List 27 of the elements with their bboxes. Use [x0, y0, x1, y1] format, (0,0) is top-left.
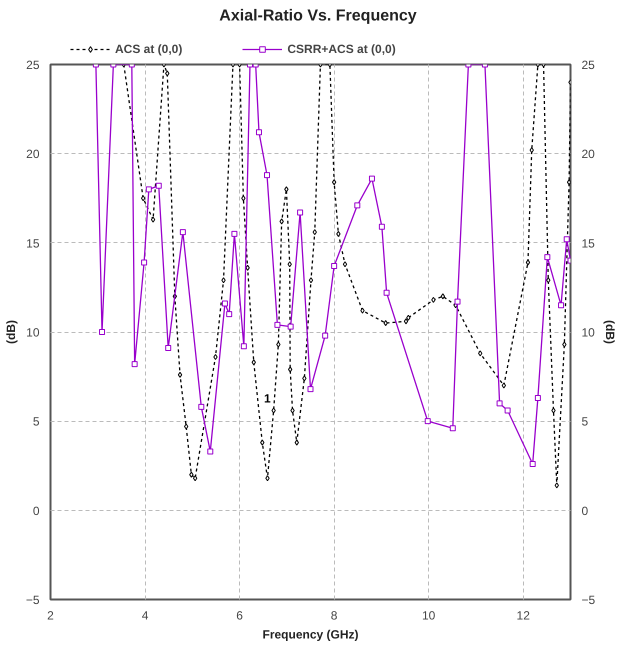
y-tick-label: 25: [26, 58, 40, 72]
x-tick-label: 2: [47, 608, 54, 622]
y2-tick-label: 5: [582, 414, 588, 429]
chart-title: Axial-Ratio Vs. Frequency: [219, 8, 417, 24]
y2-tick-label: 15: [582, 236, 596, 250]
x-axis-title: Frequency (GHz): [262, 628, 359, 642]
y-tick-label: 5: [32, 414, 40, 429]
x-tick-label: 4: [142, 608, 149, 622]
x-tick-label: 10: [422, 608, 436, 622]
y-tick-label: 15: [26, 236, 40, 250]
y2-tick-label: 0: [582, 504, 588, 518]
x-tick-label: 8: [330, 608, 338, 622]
y-tick-label: 0: [32, 504, 40, 518]
y2-tick-label: 10: [582, 326, 596, 340]
y-axis-title: (dB): [4, 320, 18, 344]
annotation: 1: [264, 391, 271, 406]
x-tick-label: 12: [516, 608, 530, 622]
legend-label: CSRR+ACS at (0,0): [287, 42, 396, 56]
y2-tick-label: 20: [582, 147, 596, 162]
x-tick-label: 6: [236, 608, 244, 622]
y-tick-label: −5: [26, 593, 40, 607]
y2-axis-title: (dB): [603, 320, 618, 344]
y-tick-label: 20: [26, 147, 40, 162]
y2-tick-label: −5: [582, 593, 596, 607]
y2-tick-label: 25: [582, 58, 596, 72]
y-tick-label: 10: [26, 326, 40, 340]
legend-label: ACS at (0,0): [115, 42, 182, 56]
